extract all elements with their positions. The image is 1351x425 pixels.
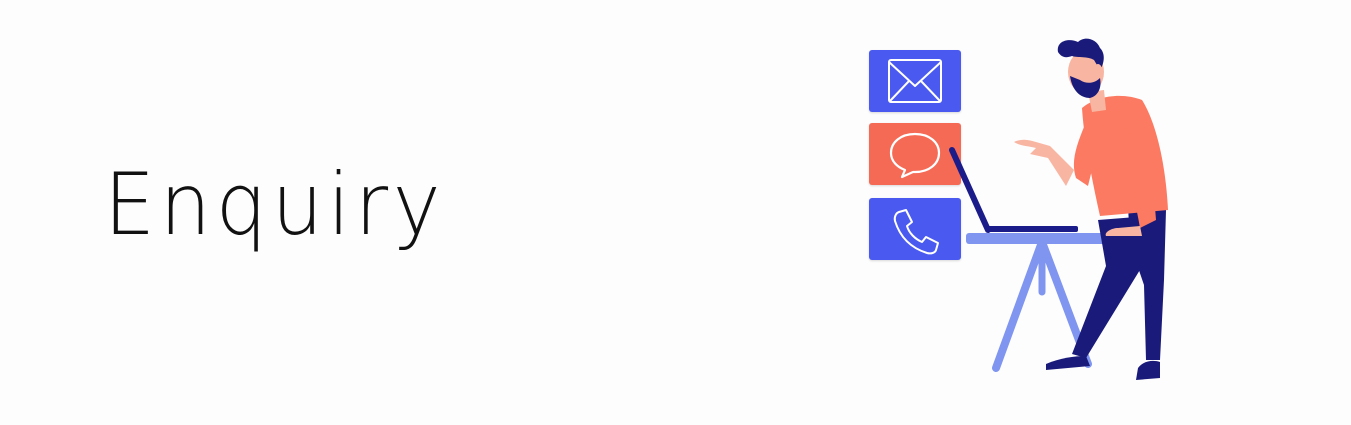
speech-bubble-icon [889,132,941,179]
contact-illustration [860,30,1190,400]
phone-tile [869,198,961,260]
email-tile [869,50,961,112]
envelope-icon [888,59,942,103]
phone-icon [893,209,939,255]
chat-tile [869,123,961,185]
laptop [949,147,1078,233]
page-title: Enquiry [104,150,467,260]
man-at-laptop-figure [949,38,1168,380]
page-title-text: Enquiry [104,155,446,255]
man-head [1057,38,1104,98]
standing-desk [966,233,1116,372]
